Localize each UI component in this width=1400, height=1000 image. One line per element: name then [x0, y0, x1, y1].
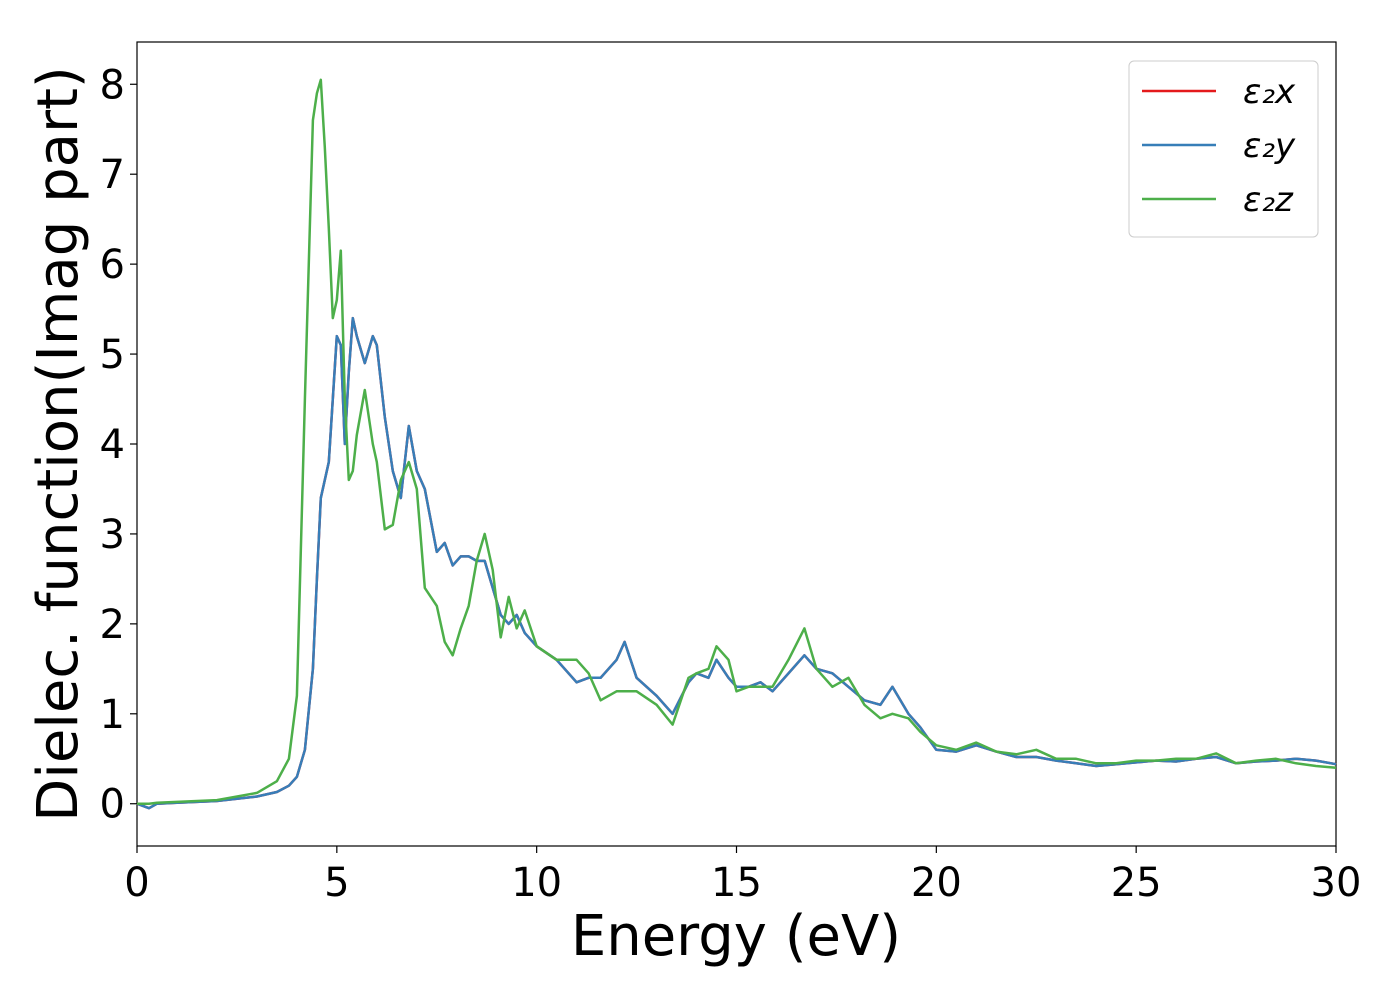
x-tick-label: 25 — [1111, 860, 1162, 906]
x-axis-label: Energy (eV) — [571, 904, 901, 969]
y-tick-label: 8 — [100, 62, 125, 108]
x-tick-label: 0 — [124, 860, 149, 906]
y-tick-label: 7 — [100, 152, 125, 198]
x-tick-label: 5 — [324, 860, 349, 906]
y-tick-label: 3 — [100, 512, 125, 558]
legend-label: ε₂x — [1243, 72, 1296, 112]
y-tick-label: 5 — [100, 332, 125, 378]
y-tick-label: 4 — [100, 422, 125, 468]
series-line — [137, 78, 1337, 805]
y-tick-label: 1 — [100, 692, 125, 738]
legend-label: ε₂z — [1243, 180, 1294, 220]
legend-label: ε₂y — [1243, 126, 1296, 166]
legend-box — [1128, 60, 1319, 238]
x-tick-label: 30 — [1311, 860, 1362, 906]
y-axis-label: Dielec. function(Imag part) — [26, 66, 91, 822]
x-tick-label: 10 — [511, 860, 562, 906]
y-tick-label: 2 — [100, 602, 125, 648]
series-line — [136, 316, 1337, 810]
x-tick-label: 20 — [911, 860, 962, 906]
y-tick-label: 6 — [100, 242, 125, 288]
x-tick-label: 15 — [711, 860, 762, 906]
y-tick-label: 0 — [100, 782, 125, 828]
